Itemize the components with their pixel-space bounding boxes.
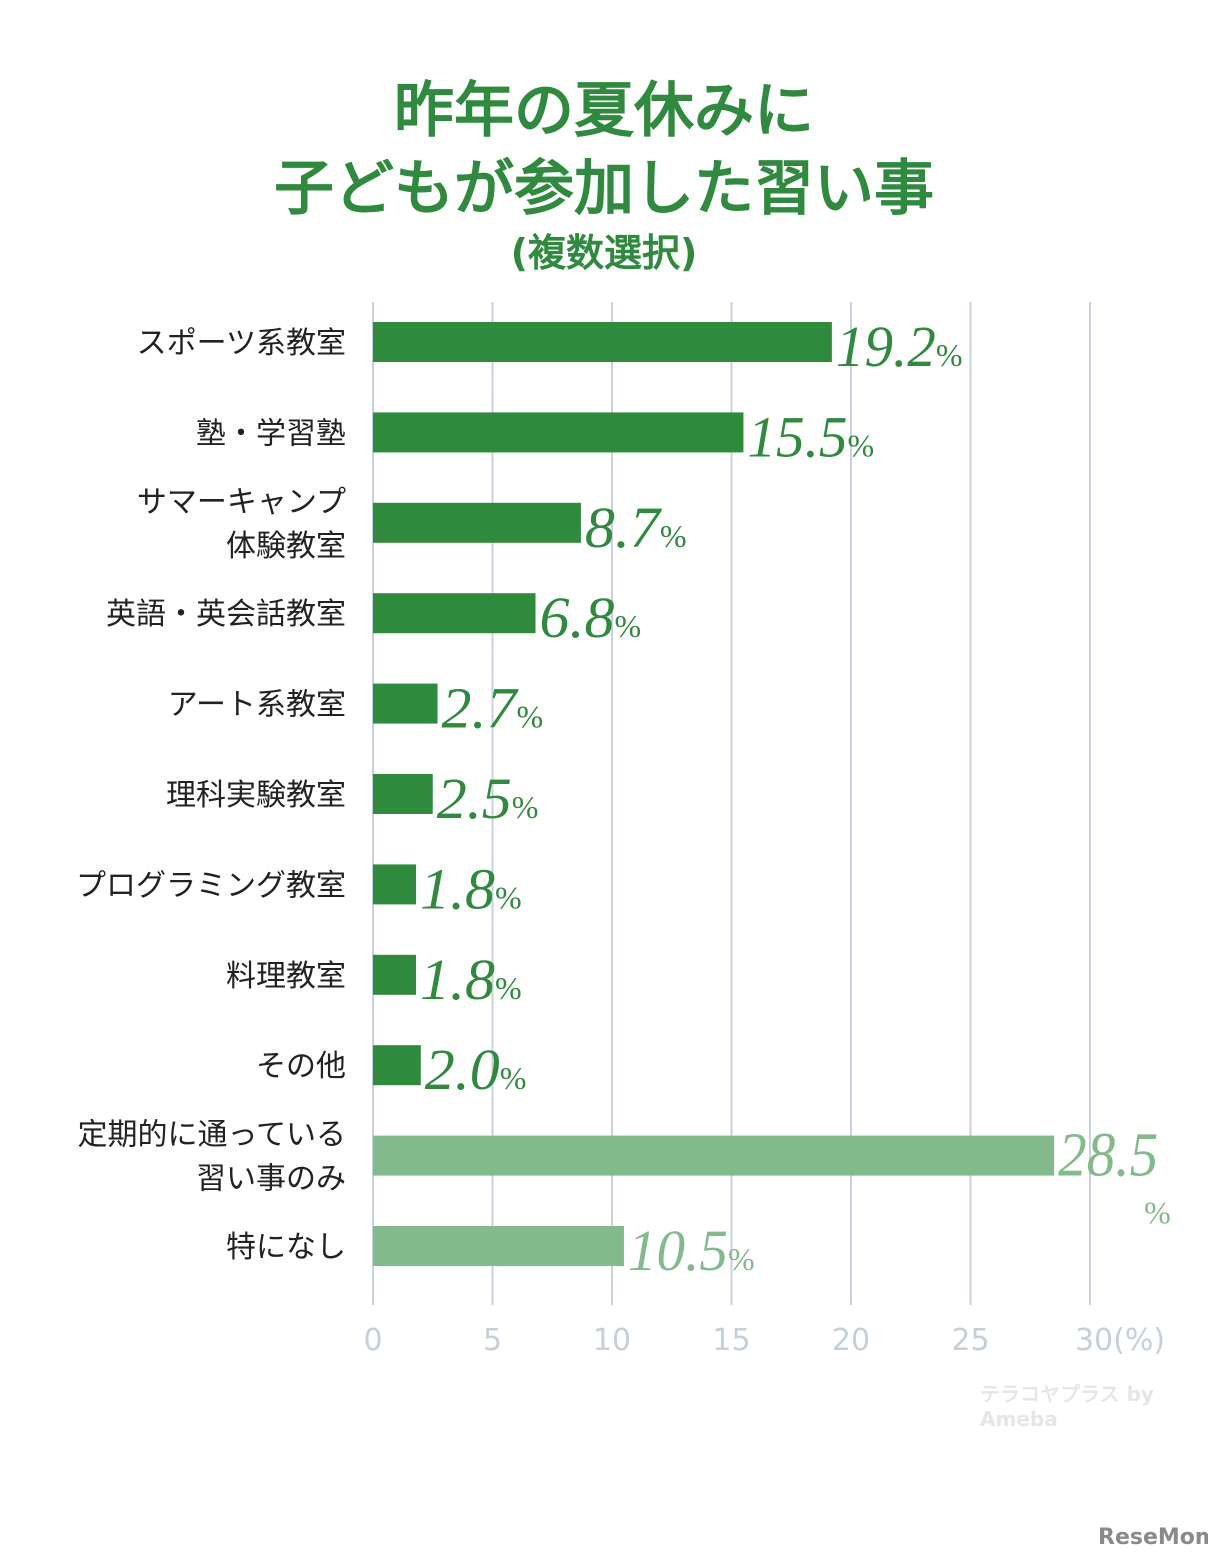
category-label-line: 体験教室 — [226, 529, 346, 564]
chart-subtitle: (複数選択) — [510, 231, 698, 275]
category-label: 定期的に通っている習い事のみ — [78, 1118, 347, 1197]
data-label-suffix: % — [1144, 1195, 1171, 1231]
bar — [373, 593, 536, 634]
data-label: 15.5% — [747, 404, 874, 469]
bar — [373, 1045, 421, 1086]
data-label-value: 19.2 — [836, 314, 936, 379]
data-label: 8.7% — [585, 495, 687, 560]
x-tick-label: 15 — [712, 1323, 750, 1358]
data-label-value: 2.0 — [425, 1037, 500, 1102]
x-tick-label: 20 — [832, 1323, 870, 1358]
data-label: 10.5% — [628, 1218, 755, 1283]
x-tick-label: 5 — [483, 1323, 502, 1358]
category-label-line: スポーツ系教室 — [137, 326, 346, 361]
bar — [373, 1135, 1055, 1176]
chart-title-line-1: 昨年の夏休みに — [394, 76, 814, 146]
data-label-suffix: % — [512, 789, 539, 825]
bar — [373, 683, 438, 724]
data-label-suffix: % — [936, 337, 963, 373]
data-label: 1.8% — [420, 947, 522, 1012]
bar — [373, 1226, 624, 1266]
data-label-value: 2.5 — [437, 766, 512, 831]
category-label-line: プログラミング教室 — [76, 868, 346, 903]
category-label: サマーキャンプ体験教室 — [137, 485, 346, 564]
category-label: 理科実験教室 — [166, 778, 346, 813]
category-label-line: その他 — [256, 1049, 346, 1084]
data-label: 19.2% — [836, 314, 963, 379]
bar — [373, 864, 417, 905]
category-label: プログラミング教室 — [76, 868, 346, 903]
category-label-line: 英語・英会話教室 — [106, 597, 346, 632]
category-label-line: アート系教室 — [168, 688, 346, 723]
data-label-suffix: % — [495, 970, 522, 1006]
data-label: 2.5% — [437, 766, 539, 831]
data-label-suffix: % — [660, 518, 687, 554]
category-label-line: 定期的に通っている — [78, 1118, 347, 1153]
bar — [373, 412, 744, 453]
data-label: 1.8% — [420, 856, 522, 921]
data-label: 28.5% — [1058, 1122, 1171, 1231]
data-label-value: 8.7 — [585, 495, 662, 560]
data-label-value: 10.5 — [628, 1218, 728, 1283]
publisher-logo: ReseMom — [1098, 1525, 1208, 1550]
data-label: 2.0% — [425, 1037, 527, 1102]
data-label: 2.7% — [442, 676, 544, 741]
category-label-line: 塾・学習塾 — [196, 416, 346, 451]
category-label-line: 理科実験教室 — [166, 778, 346, 813]
chart-title-line-2: 子どもが参加した習い事 — [274, 154, 934, 224]
category-label-line: 特になし — [226, 1230, 346, 1265]
x-tick-label: 10 — [593, 1323, 631, 1358]
data-label-suffix: % — [728, 1241, 755, 1277]
data-label-value: 6.8 — [540, 585, 615, 650]
category-label: 英語・英会話教室 — [106, 597, 346, 632]
data-label-suffix: % — [495, 879, 522, 915]
data-label-value: 2.7 — [442, 676, 519, 741]
category-label: スポーツ系教室 — [137, 326, 346, 361]
bar — [373, 774, 433, 814]
data-label-suffix: % — [847, 427, 874, 463]
category-label: 特になし — [226, 1230, 346, 1265]
data-label-suffix: % — [500, 1060, 527, 1096]
data-label-suffix: % — [517, 699, 544, 735]
category-label: 料理教室 — [226, 959, 346, 994]
category-label-line: サマーキャンプ — [137, 485, 346, 520]
x-tick-label: 0 — [363, 1323, 382, 1358]
bar — [373, 502, 581, 543]
x-tick-label: 25 — [951, 1323, 989, 1358]
category-label: その他 — [256, 1049, 346, 1084]
bar — [373, 954, 417, 995]
x-tick-label: 30(%) — [1075, 1323, 1165, 1358]
category-label-line: 料理教室 — [226, 959, 346, 994]
data-label-value: 28.5 — [1058, 1122, 1158, 1190]
category-label-line: 習い事のみ — [196, 1162, 346, 1197]
data-label-value: 1.8 — [420, 947, 495, 1012]
bar — [373, 322, 832, 362]
category-label: 塾・学習塾 — [196, 416, 346, 451]
data-label-value: 1.8 — [420, 856, 495, 921]
data-label-suffix: % — [615, 608, 642, 644]
source-watermark: テラコヤプラス by Ameba — [980, 1382, 1154, 1431]
category-label: アート系教室 — [168, 688, 346, 723]
data-label: 6.8% — [540, 585, 642, 650]
data-label-value: 15.5 — [747, 404, 847, 469]
